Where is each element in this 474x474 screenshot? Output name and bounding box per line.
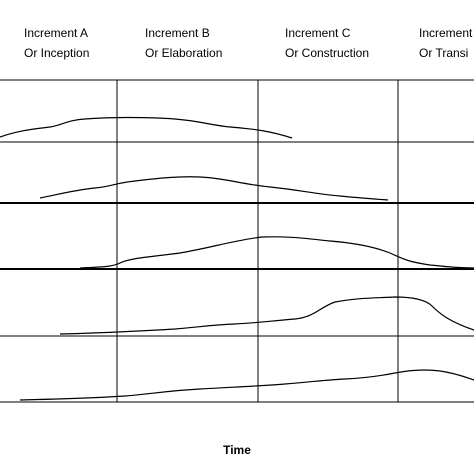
- effort-curve: [79, 236, 474, 269]
- column-title: Increment B: [145, 26, 210, 40]
- column-subtitle: Or Elaboration: [145, 46, 222, 60]
- effort-curve: [19, 369, 474, 401]
- column-subtitle: Or Inception: [24, 46, 89, 60]
- effort-curve: [39, 176, 389, 201]
- effort-curve: [59, 296, 474, 335]
- column-title: Increment A: [24, 26, 88, 40]
- axis-label: Time: [223, 443, 251, 457]
- column-subtitle: Or Construction: [285, 46, 369, 60]
- column-subtitle: Or Transi: [419, 46, 468, 60]
- headers: Increment A Or Inception Increment B Or Ela…: [24, 26, 473, 60]
- column-title: Increment: [419, 26, 473, 40]
- effort-curve: [0, 116, 293, 139]
- grid: [0, 79, 474, 403]
- curves: [0, 116, 474, 401]
- column-title: Increment C: [285, 26, 351, 40]
